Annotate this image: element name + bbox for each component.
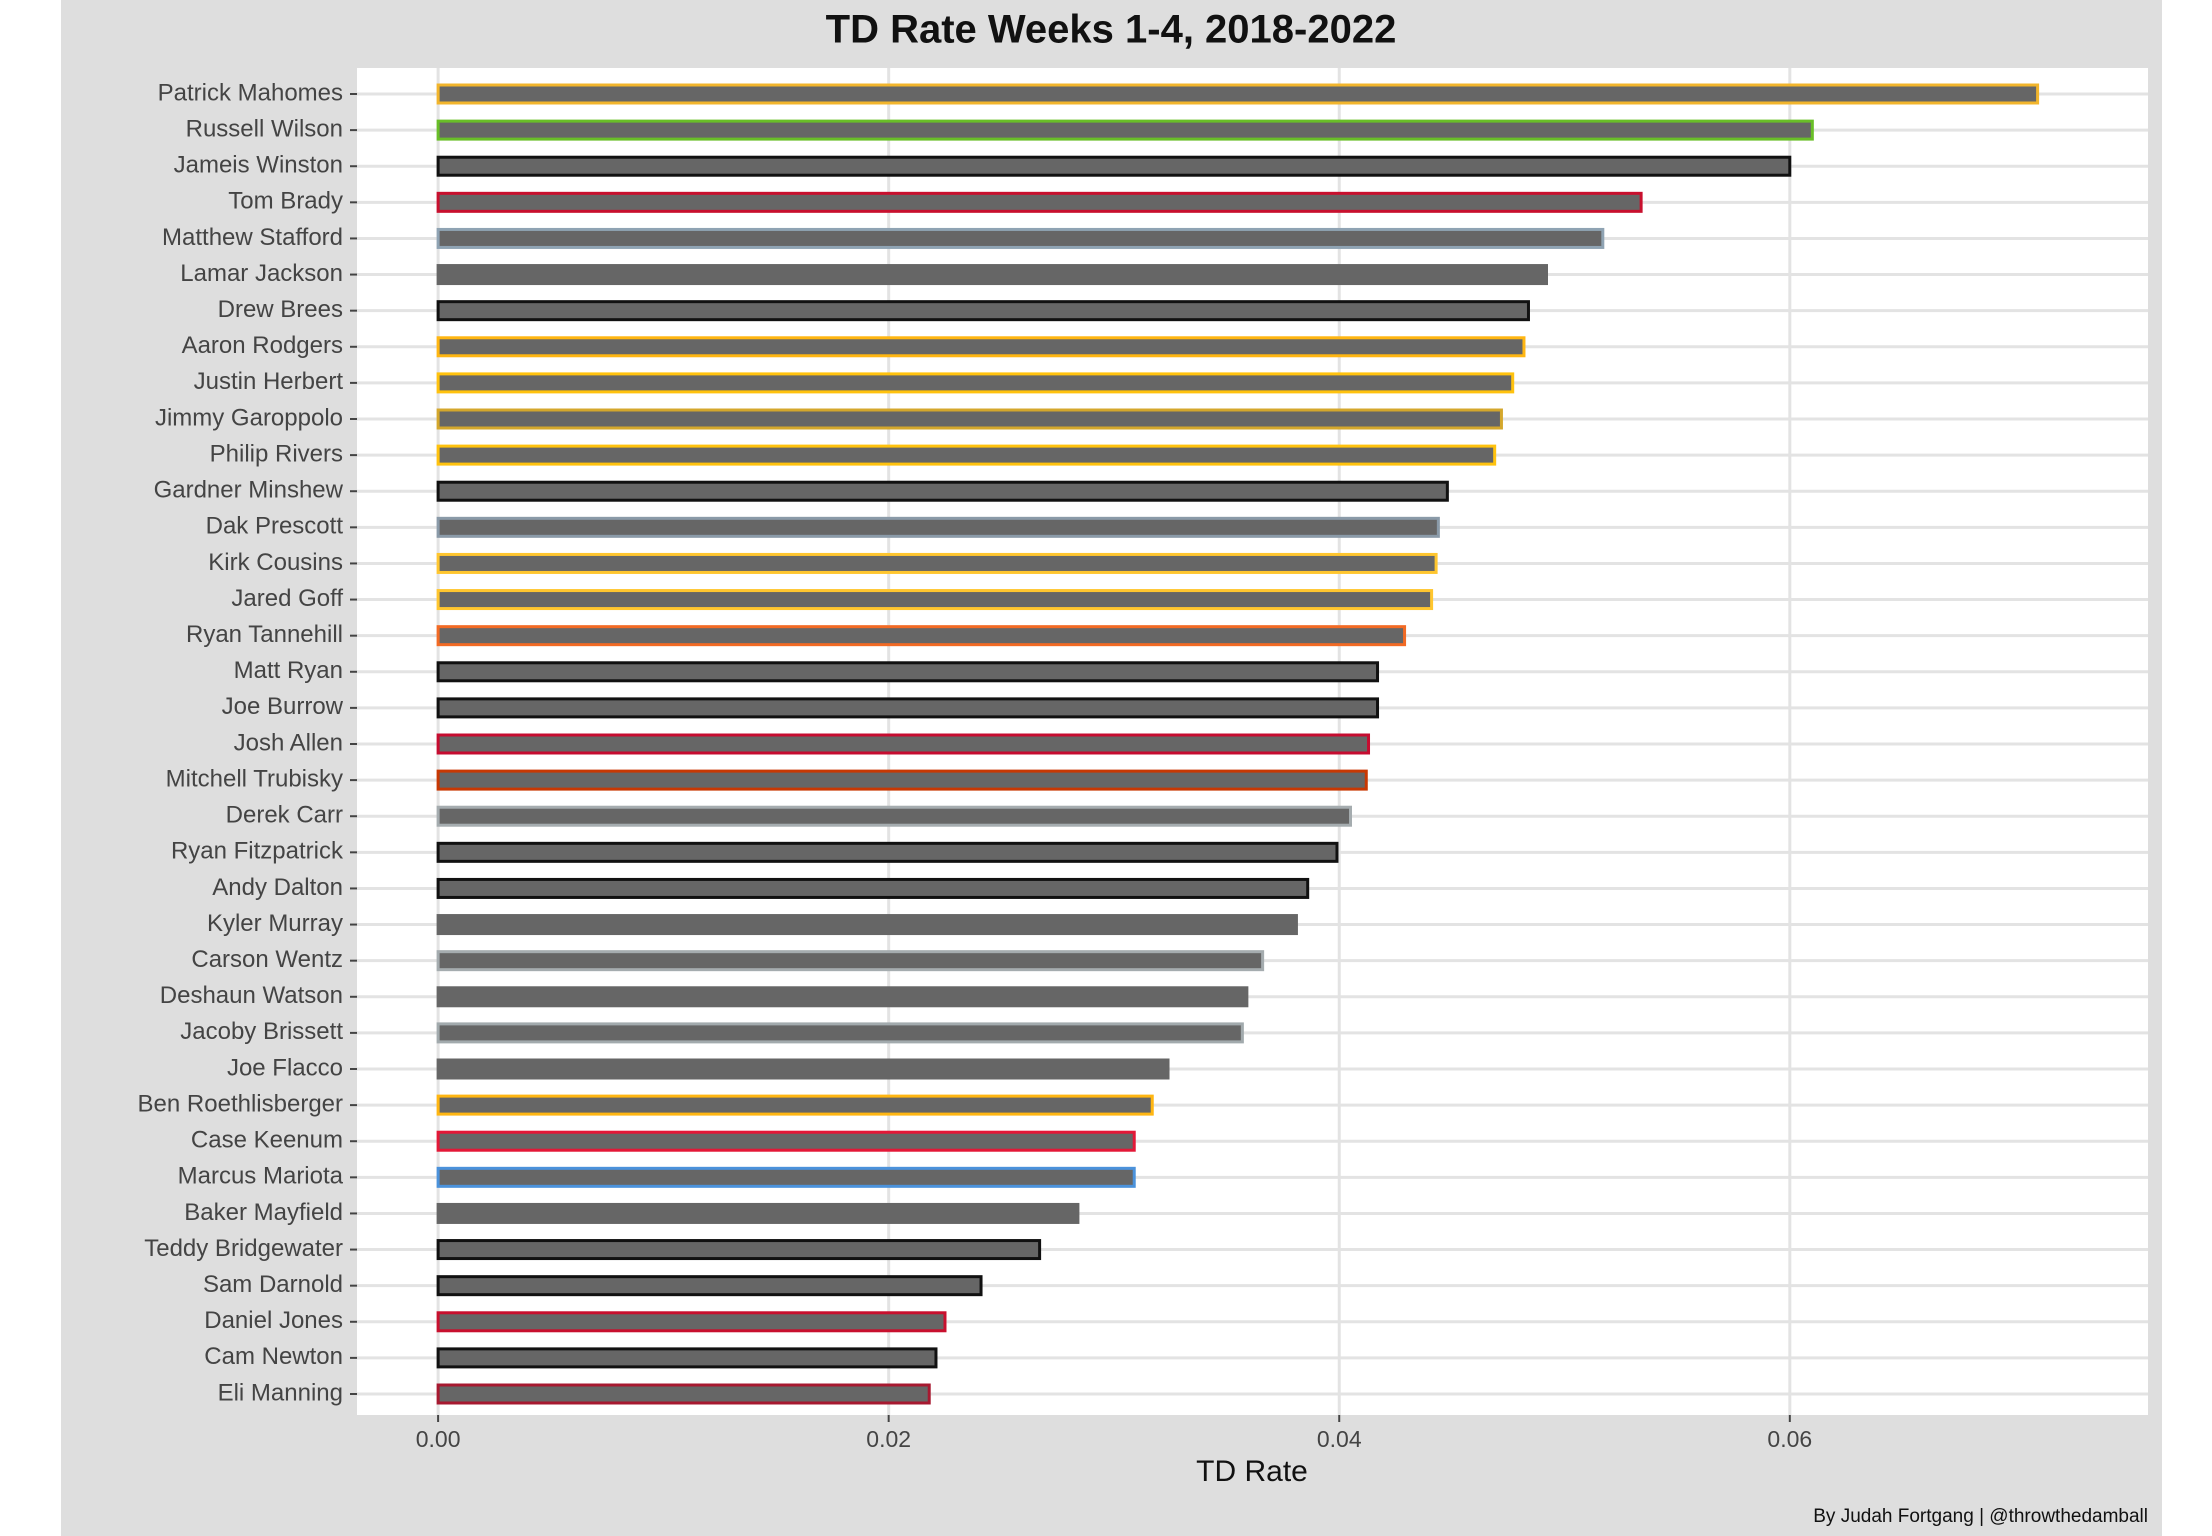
y-tick-label: Deshaun Watson <box>160 982 343 1009</box>
y-tick-label: Justin Herbert <box>194 368 344 395</box>
bar <box>436 877 1310 899</box>
y-tick-label: Marcus Mariota <box>178 1163 344 1190</box>
y-tick-label: Philip Rivers <box>210 440 343 467</box>
y-tick-label: Case Keenum <box>191 1127 343 1154</box>
y-tick-label: Jared Goff <box>231 585 343 612</box>
bar <box>436 625 1407 647</box>
y-tick-label: Aaron Rodgers <box>182 332 343 359</box>
y-tick-label: Carson Wentz <box>191 946 343 973</box>
y-tick-label: Drew Brees <box>218 296 343 323</box>
bar <box>436 372 1515 394</box>
x-tick-label: 0.02 <box>866 1426 911 1452</box>
y-tick-label: Derek Carr <box>226 802 343 829</box>
bar <box>436 1383 931 1405</box>
y-tick-label: Ben Roethlisberger <box>138 1090 343 1117</box>
bar <box>436 733 1371 755</box>
bar <box>436 1202 1080 1224</box>
bar <box>436 119 1814 141</box>
bar <box>436 83 2040 105</box>
bar <box>436 914 1298 936</box>
y-tick-label: Daniel Jones <box>204 1307 343 1334</box>
y-tick-label: Teddy Bridgewater <box>144 1235 343 1262</box>
y-tick-label: Jacoby Brissett <box>180 1018 343 1045</box>
caption: By Judah Fortgang | @throwthedamball <box>1813 1506 2148 1527</box>
y-tick-label: Jimmy Garoppolo <box>155 404 343 431</box>
bar <box>436 841 1339 863</box>
bar <box>436 480 1449 502</box>
bar <box>436 950 1265 972</box>
y-tick-label: Ryan Tannehill <box>186 621 343 648</box>
bar <box>436 191 1643 213</box>
y-tick-label: Baker Mayfield <box>184 1199 343 1226</box>
y-tick-label: Lamar Jackson <box>180 260 343 287</box>
bar <box>436 769 1368 791</box>
bar <box>436 697 1380 719</box>
bar <box>436 155 1792 177</box>
y-tick-label: Kirk Cousins <box>208 549 343 576</box>
bar <box>436 1094 1154 1116</box>
x-axis-label: TD Rate <box>1196 1455 1308 1488</box>
y-tick-label: Josh Allen <box>234 729 343 756</box>
bar <box>436 516 1440 538</box>
y-tick-label: Matthew Stafford <box>162 224 343 251</box>
bar <box>436 1239 1042 1261</box>
y-tick-label: Kyler Murray <box>207 910 343 937</box>
bar <box>436 1275 983 1297</box>
bar <box>436 444 1497 466</box>
y-tick-label: Matt Ryan <box>234 657 343 684</box>
y-tick-label: Sam Darnold <box>203 1271 343 1298</box>
bar <box>436 336 1526 358</box>
y-tick-label: Jameis Winston <box>174 152 343 179</box>
y-tick-label: Patrick Mahomes <box>158 79 343 106</box>
y-tick-label: Dak Prescott <box>206 513 344 540</box>
y-tick-label: Ryan Fitzpatrick <box>171 838 344 865</box>
x-tick-label: 0.00 <box>416 1426 461 1452</box>
x-tick-label: 0.06 <box>1767 1426 1812 1452</box>
bar <box>436 408 1503 430</box>
y-tick-label: Joe Burrow <box>222 693 344 720</box>
bar <box>436 227 1605 249</box>
bar <box>436 986 1249 1008</box>
marks <box>436 83 2040 1405</box>
y-tick-label: Gardner Minshew <box>154 477 344 504</box>
y-tick-label: Eli Manning <box>218 1379 343 1406</box>
bar <box>436 300 1530 322</box>
y-tick-label: Russell Wilson <box>186 115 343 142</box>
bar <box>436 1347 938 1369</box>
bar <box>436 264 1548 286</box>
bar <box>436 661 1380 683</box>
y-tick-label: Joe Flacco <box>227 1054 343 1081</box>
y-tick-label: Cam Newton <box>204 1343 343 1370</box>
bar <box>436 1022 1244 1044</box>
bar <box>436 1058 1170 1080</box>
bar <box>436 552 1438 574</box>
bar <box>436 1166 1136 1188</box>
y-tick-label: Andy Dalton <box>212 874 343 901</box>
y-tick-label: Mitchell Trubisky <box>166 765 343 792</box>
bar <box>436 805 1352 827</box>
bar <box>436 1311 947 1333</box>
chart-title: TD Rate Weeks 1-4, 2018-2022 <box>826 8 1397 52</box>
bar <box>436 589 1434 611</box>
y-tick-label: Tom Brady <box>228 188 343 215</box>
bar <box>436 1130 1136 1152</box>
x-tick-label: 0.04 <box>1317 1426 1362 1452</box>
